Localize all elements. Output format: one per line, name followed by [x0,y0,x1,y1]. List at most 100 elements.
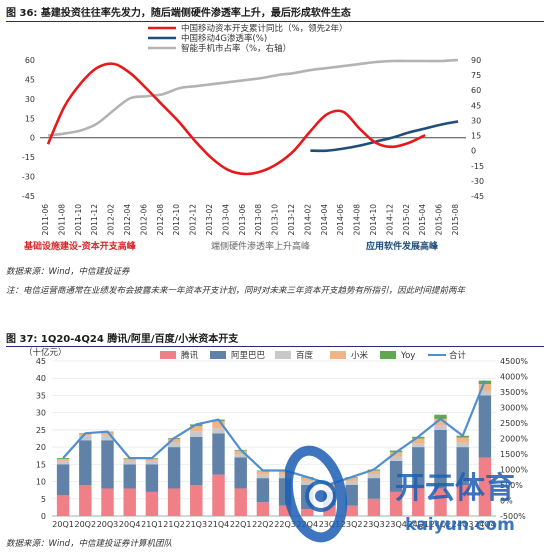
bar-segment-1 [345,485,358,506]
x-tick-label: 23Q2 [341,520,363,529]
bar-segment-1 [123,464,136,489]
legend-swatch [380,351,396,359]
x-tick-label: 2013-08 [254,204,263,236]
bar-segment-3 [345,477,358,482]
x-tick-label: 2015-08 [451,204,460,236]
legend-label: 中国移动4G渗透率(%) [181,33,267,44]
x-tick-label: 2012-12 [189,204,198,236]
phase-label-infrastructure: 基础设施建设-资本开支高峰 [24,242,136,252]
x-tick-label: 2015-04 [418,204,427,236]
x-tick-label: 20Q2 [75,520,97,529]
right-axis-tick-label: 3500% [500,388,528,397]
bar-segment-0 [190,485,203,516]
x-tick-label: 2011-12 [90,204,99,236]
bar-segment-0 [79,485,92,516]
left-axis-tick-label: 25 [36,426,46,435]
figure1-x-tick-labels: 2011-06 2011-08 2011-10 2011-12 2012-02 2012-… [41,204,460,236]
bar-segment-2 [167,442,181,448]
x-tick-label: 2011-08 [57,204,66,236]
left-axis-tick-label: 30 [36,409,46,418]
bar-segment-0 [278,505,292,516]
bar-segment-3 [101,432,114,436]
right-axis-tick-label: -15 [471,162,484,171]
bar-segment-3 [123,458,136,461]
bar-segment-1 [434,429,447,489]
x-tick-label: 24Q4 [474,520,496,529]
legend-swatch [275,351,291,359]
bar-segment-3 [367,470,381,474]
bar-segment-3 [301,477,314,482]
figure1-axes: -45 -30 -15 0 15 30 45 60 -45 -30 -15 0 15 30 45 60 75 90 [22,56,484,201]
legend-swatch [210,351,226,359]
x-tick-label: 23Q3 [363,520,385,529]
right-axis-tick-label: 15 [471,132,481,141]
left-axis-tick-label: 45 [36,357,46,366]
bar-segment-0 [234,488,247,516]
right-axis-tick-label: 75 [471,71,481,80]
bar-segment-2 [456,442,469,448]
figure2-x-tick-labels: 20Q1 20Q2 20Q3 20Q4 21Q1 21Q2 21Q3 21Q4 22Q1 22Q2… [52,520,495,529]
bar-segment-2 [301,481,314,485]
legend-label: 小米 [351,350,369,361]
phase-label-hardware: 端侧硬件渗透率上升高峰 [211,242,311,252]
right-axis-tick-label: -30 [471,177,484,186]
bar-segment-1 [234,457,247,489]
bar-segment-3 [256,471,270,475]
bar-segment-1 [145,464,159,492]
bar-segment-1 [167,447,181,489]
bar-segment-3 [190,426,203,432]
x-tick-label: 24Q3 [452,520,474,529]
x-tick-label: 24Q2 [430,520,452,529]
left-axis-tick-label: 30 [25,95,35,104]
right-axis-tick-label: 2500% [500,419,528,428]
bar-segment-2 [389,456,403,461]
x-tick-label: 21Q4 [208,520,230,529]
bar-segment-0 [212,474,225,516]
bar-segment-3 [234,450,247,454]
bar-segment-1 [56,464,70,496]
x-tick-label: 2012-04 [123,204,132,236]
bar-segment-1 [190,436,203,485]
x-tick-label: 24Q1 [408,520,430,529]
right-axis-tick-label: 2000% [500,435,528,444]
left-axis-tick-label: 35 [36,391,46,400]
figure2-source: 数据来源：Wind，中信建投证券计算机团队 [6,539,173,549]
x-tick-label: 2011-10 [74,204,83,236]
x-tick-label: 22Q1 [230,520,252,529]
legend-label: 合计 [449,350,467,361]
bar-segment-3 [412,438,425,444]
legend-label: 智能手机市占率（%，右轴） [181,43,291,54]
bar-segment-0 [101,488,114,516]
x-tick-label: 2014-04 [320,204,329,236]
left-axis-tick-label: 15 [36,460,46,469]
bar-segment-0 [323,505,336,516]
right-axis-tick-label: 3000% [500,404,528,413]
figure1-legend: 中国移动资本开支累计同比（%，领先2年）中国移动4G渗透率(%)智能手机市占率（… [148,23,348,54]
bar-segment-2 [345,481,358,485]
bar-segment-2 [190,431,203,437]
bar-segment-0 [389,491,403,516]
bar-segment-3 [145,458,159,461]
total-series-line [62,380,486,486]
x-tick-label: 2012-02 [107,204,116,236]
x-tick-label: 2013-12 [287,204,296,236]
x-tick-label: 2013-06 [238,204,247,236]
bar-segment-3 [212,421,225,429]
bar-segment-1 [256,478,270,503]
x-tick-label: 21Q2 [163,520,185,529]
bar-segment-0 [167,488,181,516]
figure1-lines [46,58,459,176]
right-axis-tick-label: 500% [500,481,523,490]
x-tick-label: 20Q3 [97,520,119,529]
bar-segment-1 [79,440,92,485]
x-tick-label: 2011-06 [41,204,50,236]
bar-segment-0 [56,495,70,516]
series-line-1 [310,120,459,153]
watermark-emblem-icon [285,445,348,543]
bar-segment-1 [101,440,114,489]
left-axis-tick-label: 5 [41,495,46,504]
right-axis-tick-label: 90 [471,56,481,65]
right-axis-tick-label: 4500% [500,357,528,366]
bar-segment-2 [478,390,492,396]
bar-segment-2 [256,474,270,479]
